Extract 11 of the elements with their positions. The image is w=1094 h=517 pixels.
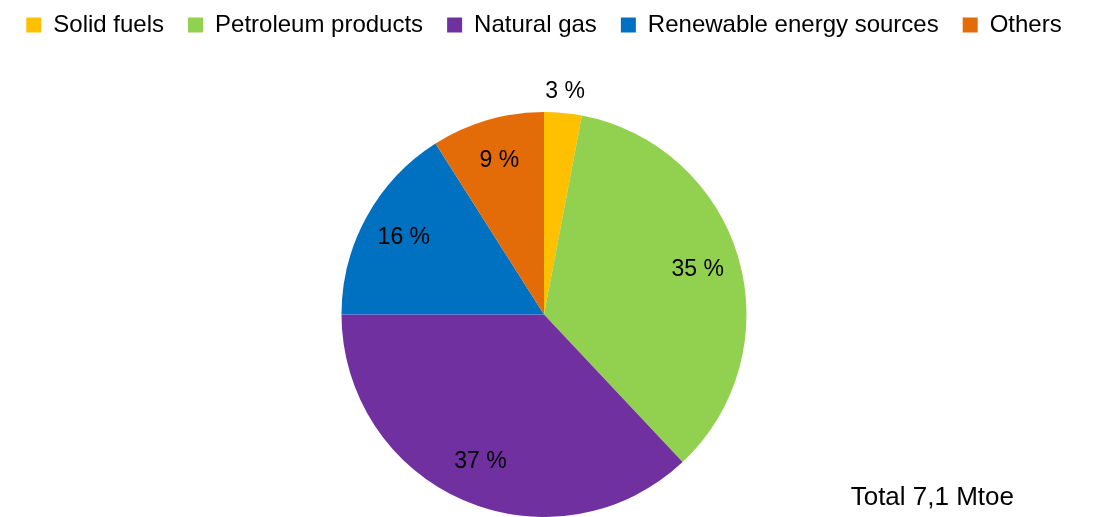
- legend-label: Petroleum products: [215, 9, 424, 37]
- text: Total 7,1 Mtoe: [850, 480, 1014, 512]
- data-label: 3 %: [545, 77, 585, 104]
- legend-label: Others: [989, 9, 1062, 37]
- data-label: 37 %: [454, 446, 507, 473]
- data-label: 16 %: [377, 222, 431, 249]
- legend-label: Natural gas: [474, 9, 597, 37]
- legend-label: Solid fuels: [53, 9, 165, 37]
- data-label: 9 %: [479, 146, 520, 173]
- data-label: 35 %: [671, 255, 724, 282]
- legend-label: Renewable energy sources: [647, 9, 939, 37]
